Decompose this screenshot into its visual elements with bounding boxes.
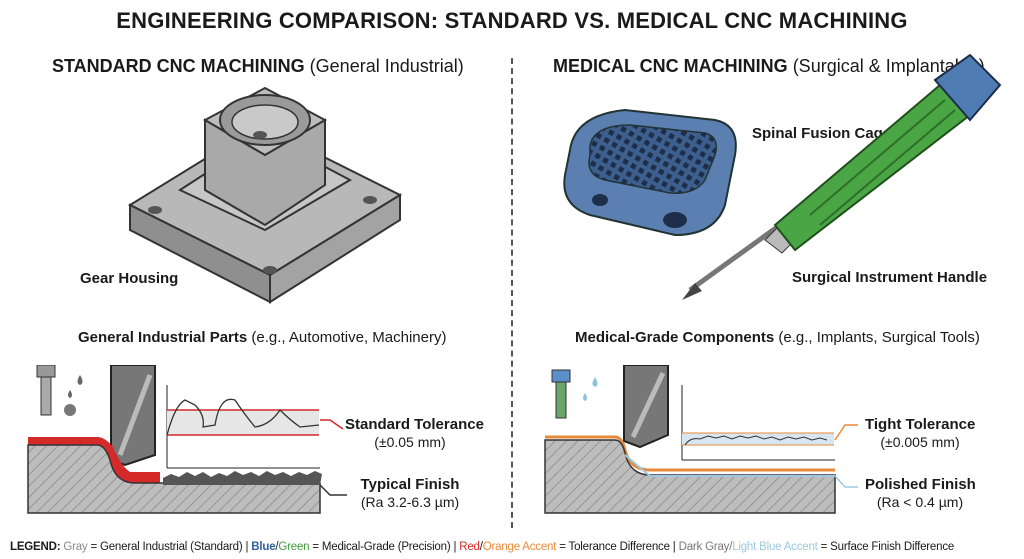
standard-tolerance-label: Standard Tolerance [345, 416, 484, 433]
surgical-instrument-label: Surgical Instrument Handle [792, 269, 988, 286]
legend-gray-desc: = General Industrial (Standard) | [90, 541, 249, 553]
standard-tolerance-value: (±0.05 mm) [374, 434, 446, 450]
polished-finish-value: (Ra < 0.4 µm) [876, 494, 964, 510]
spinal-fusion-cage-illustration [563, 108, 737, 237]
tight-tolerance-diagram [544, 365, 858, 514]
gear-housing-label: Gear Housing [80, 270, 179, 287]
legend-ro-desc: = Tolerance Difference | [559, 541, 676, 553]
right-section-caption: Medical-Grade Components (e.g., Implants… [575, 329, 980, 346]
center-divider [511, 58, 513, 528]
page-title: ENGINEERING COMPARISON: STANDARD VS. MED… [116, 8, 908, 33]
polished-finish-label: Polished Finish [865, 476, 976, 493]
tight-tolerance-value: (±0.005 mm) [880, 434, 960, 450]
legend-bg-desc: = Medical-Grade (Precision) | [312, 541, 457, 553]
legend-darkgray: Dark Gray/ [678, 541, 733, 553]
left-heading-rest: (General Industrial) [309, 56, 464, 76]
left-section-caption: General Industrial Parts (e.g., Automoti… [78, 329, 447, 346]
typical-finish-label: Typical Finish [360, 476, 460, 493]
standard-tolerance-diagram [27, 365, 347, 514]
tight-tolerance-label: Tight Tolerance [865, 416, 976, 433]
legend-blue: Blue [251, 541, 276, 553]
left-heading: STANDARD CNC MACHINING (General Industri… [52, 56, 464, 77]
right-section-bold: Medical-Grade Components [575, 329, 775, 346]
legend-red: Red [459, 541, 480, 553]
spinal-fusion-cage-label: Spinal Fusion Cage [752, 125, 892, 142]
legend-lightblue: Light Blue Accent [732, 541, 818, 553]
left-heading-bold: STANDARD CNC MACHINING [52, 56, 305, 76]
typical-finish-value: (Ra 3.2-6.3 µm) [360, 494, 460, 510]
legend-prefix: LEGEND: [10, 541, 61, 553]
right-heading: MEDICAL CNC MACHINING (Surgical & Implan… [553, 56, 985, 77]
surgical-instrument-illustration [682, 53, 1002, 300]
right-section-rest: (e.g., Implants, Surgical Tools) [778, 329, 980, 346]
left-section-bold: General Industrial Parts [78, 329, 248, 346]
gear-housing-illustration [127, 86, 403, 304]
legend-slash: / [275, 541, 279, 553]
legend-slash: / [479, 541, 483, 553]
legend-green: Green [278, 541, 310, 553]
right-heading-rest: (Surgical & Implantable) [792, 56, 985, 76]
legend-dl-desc: = Surface Finish Difference [820, 541, 955, 553]
right-heading-bold: MEDICAL CNC MACHINING [553, 56, 788, 76]
left-section-rest: (e.g., Automotive, Machinery) [251, 329, 447, 346]
legend-orange: Orange Accent [482, 541, 557, 553]
legend-gray: Gray [63, 541, 88, 553]
legend: LEGEND: Gray = General Industrial (Stand… [10, 540, 1014, 554]
